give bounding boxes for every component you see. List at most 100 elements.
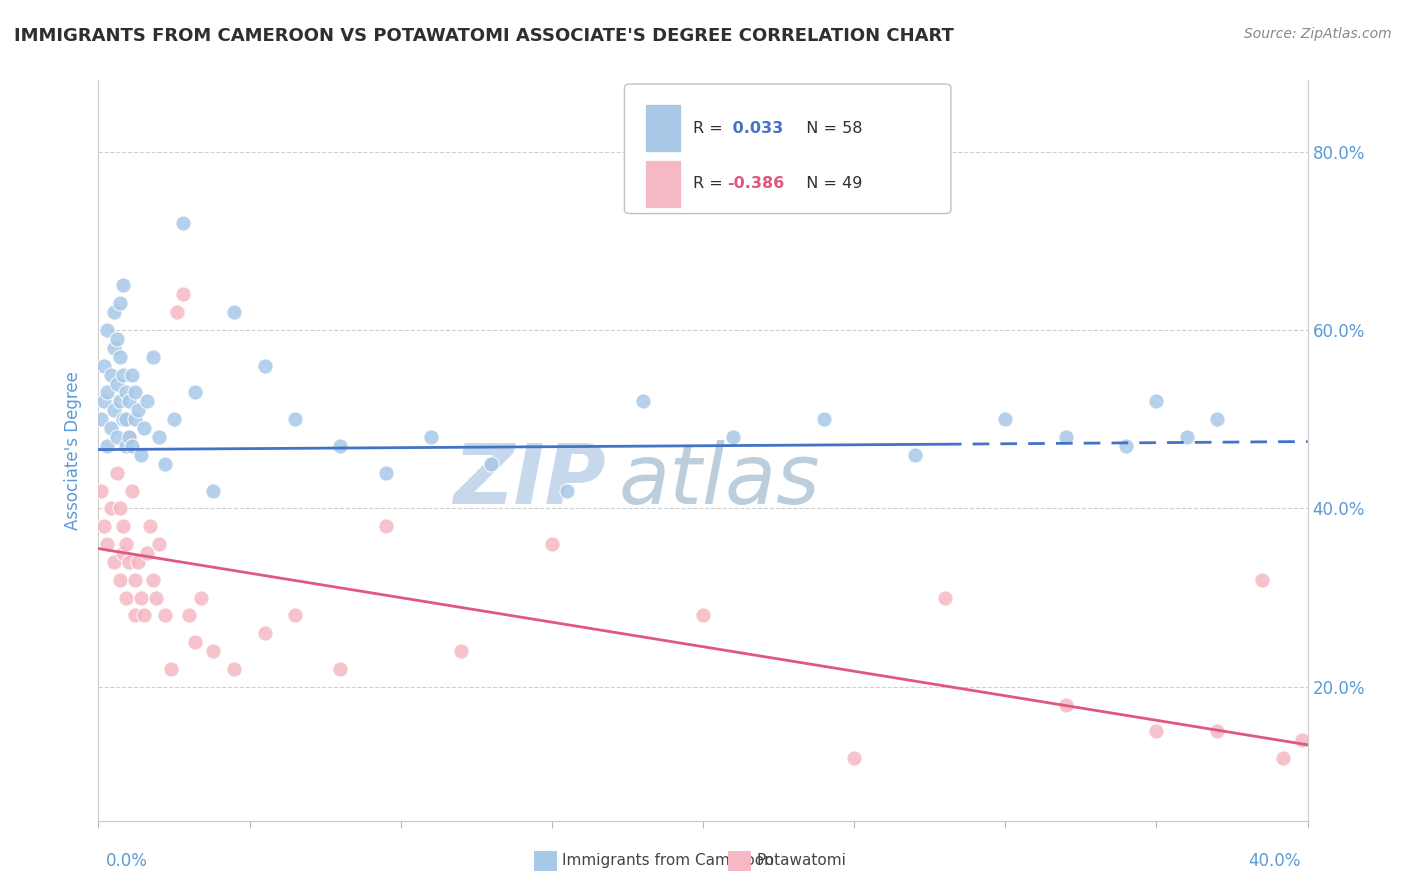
Point [172, 287, 194, 301]
Point [118, 555, 141, 569]
Point [224, 305, 246, 319]
Point [96, 385, 118, 400]
Point [132, 421, 155, 435]
Text: Immigrants from Cameroon: Immigrants from Cameroon [562, 854, 775, 868]
Text: 40.0%: 40.0% [1249, 852, 1301, 870]
Point [1175, 430, 1198, 444]
Point [284, 608, 307, 623]
Bar [645, 104, 682, 153]
Point [160, 662, 183, 676]
Point [723, 430, 745, 444]
Point [844, 751, 866, 765]
Point [190, 591, 212, 605]
Point [121, 368, 143, 382]
Point [90, 412, 112, 426]
Point [118, 430, 141, 444]
Point [129, 448, 152, 462]
Text: -0.386: -0.386 [727, 177, 785, 192]
Point [1291, 733, 1313, 747]
Point [153, 608, 176, 623]
Point [100, 501, 122, 516]
Point [374, 466, 396, 480]
Point [108, 394, 131, 409]
Point [114, 537, 136, 551]
Point [96, 439, 118, 453]
Point [105, 466, 128, 480]
Point [142, 573, 165, 587]
Point [118, 430, 141, 444]
Point [1054, 698, 1077, 712]
Point [631, 394, 654, 409]
Point [202, 483, 225, 498]
Point [934, 591, 956, 605]
Point [1144, 394, 1167, 409]
Point [153, 457, 176, 471]
Point [118, 394, 141, 409]
Text: N = 49: N = 49 [796, 177, 862, 192]
Point [172, 216, 194, 230]
Point [253, 359, 276, 373]
Point [105, 430, 128, 444]
Point [1272, 751, 1295, 765]
Point [100, 421, 122, 435]
Point [329, 439, 352, 453]
Point [135, 394, 157, 409]
Point [103, 305, 125, 319]
Point [93, 359, 115, 373]
Point [904, 448, 927, 462]
Point [96, 323, 118, 337]
Point [121, 483, 143, 498]
Point [184, 385, 207, 400]
Point [179, 608, 201, 623]
Point [1144, 724, 1167, 739]
Point [813, 412, 835, 426]
Text: N = 58: N = 58 [796, 121, 863, 136]
Y-axis label: Associate's Degree: Associate's Degree [65, 371, 83, 530]
Point [127, 555, 149, 569]
Point [224, 662, 246, 676]
Text: 0.033: 0.033 [727, 121, 783, 136]
Point [108, 501, 131, 516]
Point [105, 332, 128, 346]
Point [1054, 430, 1077, 444]
Point [111, 546, 134, 560]
Text: Potawatomi: Potawatomi [756, 854, 846, 868]
Point [148, 430, 170, 444]
Text: ZIP: ZIP [454, 440, 606, 521]
Point [135, 546, 157, 560]
Point [103, 555, 125, 569]
Point [450, 644, 472, 658]
Point [111, 412, 134, 426]
Point [481, 457, 503, 471]
Text: R =: R = [693, 121, 728, 136]
Text: Source: ZipAtlas.com: Source: ZipAtlas.com [1244, 27, 1392, 41]
Point [184, 635, 207, 649]
Point [93, 394, 115, 409]
Point [111, 519, 134, 533]
Point [108, 296, 131, 310]
Point [253, 626, 276, 640]
Point [114, 385, 136, 400]
Point [166, 305, 188, 319]
Point [114, 439, 136, 453]
Point [105, 376, 128, 391]
Point [1206, 724, 1229, 739]
Point [420, 430, 443, 444]
Point [108, 573, 131, 587]
Point [90, 483, 112, 498]
Point [96, 537, 118, 551]
Point [111, 368, 134, 382]
Point [1206, 412, 1229, 426]
FancyBboxPatch shape [624, 84, 950, 213]
Text: R =: R = [693, 177, 728, 192]
Point [124, 573, 146, 587]
Point [124, 608, 146, 623]
Point [129, 591, 152, 605]
Point [93, 519, 115, 533]
Point [148, 537, 170, 551]
Point [114, 591, 136, 605]
Point [108, 350, 131, 364]
Point [1115, 439, 1137, 453]
Bar [645, 160, 682, 208]
Point [142, 350, 165, 364]
